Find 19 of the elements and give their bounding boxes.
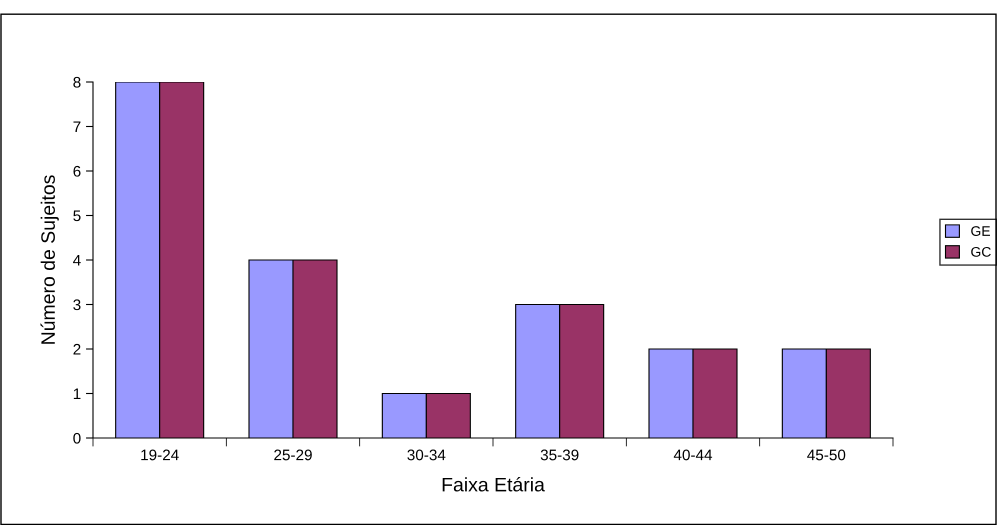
x-tick-label: 25-29 (274, 450, 312, 460)
x-tick-label: 19-24 (141, 450, 179, 460)
y-tick-label: 3 (73, 299, 81, 310)
legend-label: GE (971, 226, 990, 236)
y-tick-label: 7 (73, 122, 80, 132)
y-tick-label: 0 (73, 432, 81, 444)
y-tick-label: 6 (73, 166, 81, 177)
y-tick-label: 8 (73, 76, 81, 88)
y-tick-label: 4 (73, 255, 81, 266)
x-tick-label: 45-50 (807, 450, 846, 460)
y-tick-label: 1 (74, 388, 80, 400)
y-tick-label: 2 (73, 344, 80, 355)
x-tick-label: 40-44 (674, 450, 712, 460)
x-axis-title: Faixa Etária (442, 477, 545, 492)
x-tick-label: 35-39 (540, 450, 578, 460)
y-axis-title: Número de Sujeitos (40, 175, 59, 344)
legend-label: GC (971, 246, 991, 257)
y-tick-label: 5 (73, 210, 81, 222)
x-tick-label: 30-34 (407, 450, 446, 460)
